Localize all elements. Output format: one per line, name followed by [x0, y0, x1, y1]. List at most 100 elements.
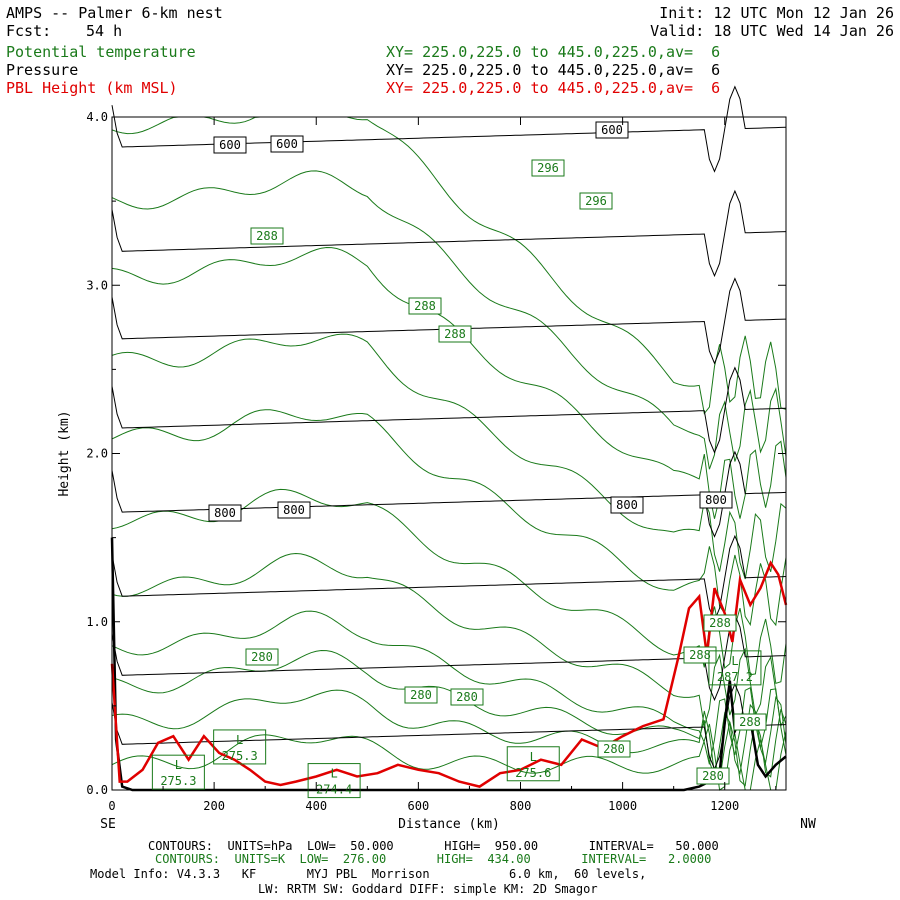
- theta-label: 280: [404, 686, 438, 704]
- theta-label-text: 288: [689, 648, 711, 662]
- pressure-label: 800: [277, 501, 311, 519]
- theta-label: 296: [579, 192, 613, 210]
- field-pbl-label: PBL Height (km MSL): [6, 79, 178, 97]
- pressure-label-text: 800: [283, 503, 305, 517]
- x-tick-label: 200: [203, 799, 225, 813]
- theta-label-text: 280: [603, 742, 625, 756]
- pressure-contour: [111, 534, 787, 623]
- theta-label-text: 296: [585, 194, 607, 208]
- theta-contour: [111, 649, 787, 777]
- pressure-label-box: [699, 491, 733, 509]
- theta-label: 280: [597, 740, 631, 758]
- x-tick-label: 600: [408, 799, 430, 813]
- field-theta-label: Potential temperature: [6, 43, 196, 61]
- pressure-label: 600: [213, 136, 247, 154]
- x-tick-label: 400: [305, 799, 327, 813]
- pressure-contour: [111, 613, 787, 702]
- x-end-label-left: SE: [100, 817, 116, 832]
- pressure-label-box: [610, 496, 644, 514]
- theta-contour: [111, 552, 787, 728]
- pressure-label-box: [595, 121, 629, 139]
- y-tick-label: 4.0: [86, 110, 108, 124]
- header-title: AMPS -- Palmer 6-km nest: [6, 4, 223, 22]
- pressure-label: 800: [610, 496, 644, 514]
- terrain-line: [110, 537, 787, 792]
- low-marker: L 287.2: [708, 650, 762, 686]
- theta-label-box: [450, 688, 484, 706]
- pressure-contour: [111, 85, 787, 173]
- terrain: [110, 537, 787, 792]
- pressure-label-box: [213, 136, 247, 154]
- theta-label-box: [408, 297, 442, 315]
- theta-contour: [111, 723, 787, 791]
- pressure-contour: [111, 682, 787, 771]
- theta-label-text: 288: [709, 616, 731, 630]
- theta-label: 296: [531, 159, 565, 177]
- contour-labels: 600 600 600 800 800 800 800 296 296 288 288 288 280 2…: [151, 121, 767, 799]
- theta-label-text: 280: [251, 650, 273, 664]
- theta-contours: [111, 116, 787, 791]
- low-value: 275.3: [160, 774, 196, 788]
- theta-label-text: 288: [414, 299, 436, 313]
- pressure-label: 800: [208, 504, 242, 522]
- low-letter: L: [175, 758, 182, 772]
- theta-label: 288: [438, 325, 472, 343]
- theta-label: 280: [450, 688, 484, 706]
- low-box: [506, 746, 560, 782]
- pressure-label: 600: [270, 135, 304, 153]
- theta-label-box: [250, 227, 284, 245]
- x-tick-label: 0: [108, 799, 115, 813]
- low-letter: L: [236, 733, 243, 747]
- theta-label: 288: [408, 297, 442, 315]
- low-box: [213, 729, 267, 765]
- y-tick-label: 1.0: [86, 615, 108, 629]
- footer-contours-theta: CONTOURS: UNITS=K LOW= 276.00 HIGH= 434.…: [155, 852, 712, 866]
- x-end-label-right: NW: [800, 817, 816, 832]
- theta-contour: [111, 246, 787, 519]
- theta-label-text: 288: [444, 327, 466, 341]
- theta-label-box: [404, 686, 438, 704]
- pressure-label-text: 800: [616, 498, 638, 512]
- x-tick-label: 1200: [710, 799, 739, 813]
- pressure-label: 800: [699, 491, 733, 509]
- init-time: Init: 12 UTC Mon 12 Jan 26: [659, 4, 894, 22]
- theta-label-text: 288: [256, 229, 278, 243]
- pressure-label-text: 800: [705, 493, 727, 507]
- axes: 0 200 400 600 800 1000 1200 0.0 1.0 2.0 3.0 4.0 Dist…: [57, 110, 816, 832]
- pressure-label-box: [277, 501, 311, 519]
- theta-label-box: [438, 325, 472, 343]
- pressure-contour: [111, 450, 787, 538]
- low-value: 287.2: [717, 670, 753, 684]
- low-value: 275.6: [515, 766, 551, 780]
- pressure-label: 600: [595, 121, 629, 139]
- valid-time: Valid: 18 UTC Wed 14 Jan 26: [650, 22, 894, 40]
- low-box: [151, 754, 205, 790]
- xy-pbl: XY= 225.0,225.0 to 445.0,225.0,av= 6: [386, 79, 721, 97]
- theta-label-box: [733, 713, 767, 731]
- theta-label-box: [703, 614, 737, 632]
- pressure-contours: [111, 85, 787, 771]
- low-letter: L: [530, 750, 537, 764]
- footer-model-physics: LW: RRTM SW: Goddard DIFF: simple KM: 2D…: [258, 882, 598, 896]
- low-letter: L: [330, 767, 337, 781]
- pbl-height: [110, 560, 788, 788]
- theta-label: 288: [703, 614, 737, 632]
- x-axis-title: Distance (km): [398, 817, 500, 832]
- theta-label: 288: [250, 227, 284, 245]
- theta-label: 280: [696, 767, 730, 785]
- theta-label-box: [579, 192, 613, 210]
- pressure-label-box: [208, 504, 242, 522]
- low-box: [708, 650, 762, 686]
- low-value: 275.3: [222, 749, 258, 763]
- theta-label-text: 280: [410, 688, 432, 702]
- y-axis-title: Height (km): [57, 410, 72, 496]
- pressure-contour: [111, 189, 787, 278]
- theta-contour: [111, 170, 787, 470]
- theta-contour: [111, 610, 787, 765]
- low-marker: L 275.6: [506, 746, 560, 782]
- footer-contours-pressure: CONTOURS: UNITS=hPa LOW= 50.000 HIGH= 95…: [148, 839, 719, 853]
- theta-label-text: 280: [456, 690, 478, 704]
- pbl-height-line: [110, 560, 788, 788]
- pressure-label-box: [270, 135, 304, 153]
